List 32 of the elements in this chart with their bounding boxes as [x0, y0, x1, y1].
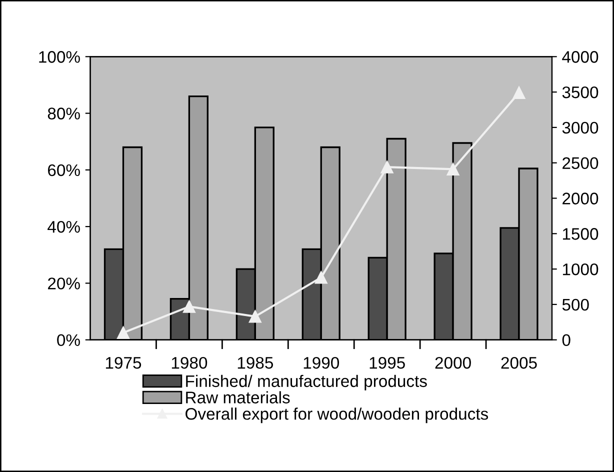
x-tick-label: 1980	[172, 356, 208, 369]
y-tick-label: 0%	[57, 334, 80, 346]
point	[314, 271, 328, 284]
y-tick-label: 20%	[48, 278, 80, 290]
point	[248, 310, 262, 323]
y2-tick-label: 3000	[562, 122, 598, 134]
x-tick-label: 1985	[238, 356, 273, 369]
legend-label: Overall export for wood/wooden products	[186, 408, 488, 424]
x-tick-label: 2000	[435, 356, 471, 369]
x-tick-label: 1975	[106, 356, 142, 369]
x-tick-label: 1990	[304, 356, 340, 369]
legend-label: Finished/ manufactured products	[186, 374, 427, 390]
x-tick-label: 2005	[501, 356, 537, 369]
y2-tick-label: 3500	[562, 86, 598, 98]
x-tick-label: 1995	[370, 356, 405, 369]
y-tick-label: 40%	[48, 220, 80, 233]
y2-tick-label: 2000	[562, 192, 598, 204]
y2-tick-label: 500	[562, 298, 589, 311]
point	[446, 162, 460, 176]
y-tick-label: 100%	[39, 51, 80, 63]
y2-tick-label: 2500	[562, 157, 598, 170]
point	[182, 300, 196, 313]
point	[380, 160, 394, 174]
y2-tick-label: 1500	[562, 228, 598, 240]
y2-tick-label: 0	[562, 334, 570, 346]
y2-tick-label: 4000	[562, 51, 598, 63]
y2-tick-label: 1000	[562, 263, 598, 276]
point	[116, 326, 130, 340]
y-tick-label: 60%	[48, 164, 80, 176]
legend-label: Raw materials	[186, 391, 290, 404]
y-tick-label: 80%	[48, 108, 80, 120]
point	[512, 86, 526, 99]
